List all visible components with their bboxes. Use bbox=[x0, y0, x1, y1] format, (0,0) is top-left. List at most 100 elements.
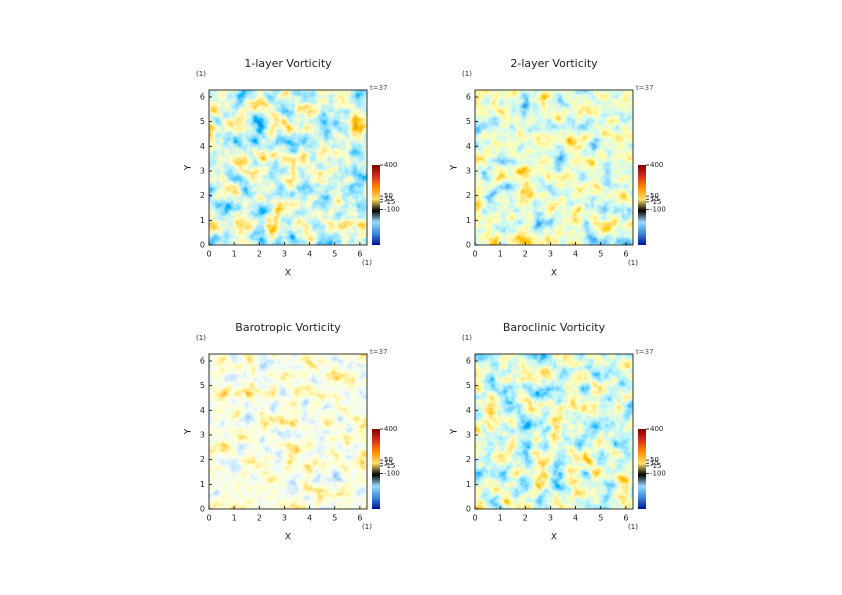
y-tick-label: 0 bbox=[200, 505, 205, 514]
field-image bbox=[209, 354, 367, 509]
y-tick-label: 6 bbox=[200, 356, 205, 365]
y-unit: (1) bbox=[462, 334, 472, 342]
y-tick-label: 2 bbox=[466, 455, 471, 464]
x-tick-label: 5 bbox=[598, 250, 603, 259]
x-unit: (1) bbox=[362, 259, 372, 267]
y-tick-label: 6 bbox=[200, 92, 205, 101]
colorbar bbox=[638, 429, 646, 509]
colorbar-tick-label: -100 bbox=[650, 205, 666, 213]
colorbar-tick-label: 400 bbox=[650, 425, 663, 433]
y-tick-label: 3 bbox=[466, 430, 471, 439]
x-tick-label: 4 bbox=[307, 250, 312, 259]
y-tick-label: 1 bbox=[200, 216, 205, 225]
x-unit: (1) bbox=[362, 523, 372, 531]
field-image bbox=[475, 90, 633, 245]
x-tick-label: 6 bbox=[623, 250, 628, 259]
y-tick-label: 0 bbox=[466, 505, 471, 514]
time-annotation: t=37 bbox=[636, 348, 654, 356]
y-tick-label: 6 bbox=[466, 92, 471, 101]
x-tick-label: 0 bbox=[206, 250, 211, 259]
colorbar-tick-label: -15 bbox=[650, 462, 661, 470]
plot-frame bbox=[474, 89, 634, 246]
y-tick-label: 3 bbox=[466, 166, 471, 175]
x-tick-label: 2 bbox=[523, 514, 528, 523]
colorbar-tick-label: 15 bbox=[384, 195, 393, 203]
y-tick-label: 1 bbox=[466, 480, 471, 489]
colorbar-tick-label: -100 bbox=[384, 469, 400, 477]
panel-title: Barotropic Vorticity bbox=[235, 321, 341, 334]
y-tick-label: 2 bbox=[466, 191, 471, 200]
x-tick-label: 6 bbox=[357, 514, 362, 523]
plot-frame bbox=[474, 353, 634, 510]
y-tick-label: 5 bbox=[200, 117, 205, 126]
x-tick-label: 5 bbox=[332, 250, 337, 259]
x-unit: (1) bbox=[628, 523, 638, 531]
x-tick-label: 6 bbox=[623, 514, 628, 523]
y-axis-label: Y bbox=[184, 164, 194, 171]
y-tick-label: 5 bbox=[200, 381, 205, 390]
y-tick-label: 4 bbox=[200, 142, 205, 151]
x-axis-label: X bbox=[551, 533, 557, 543]
x-tick-label: 3 bbox=[548, 250, 553, 259]
colorbar bbox=[372, 165, 380, 245]
x-tick-label: 2 bbox=[523, 250, 528, 259]
panel-title: 2-layer Vorticity bbox=[510, 57, 598, 70]
y-axis-label: Y bbox=[450, 164, 460, 171]
colorbar-tick-label: -100 bbox=[384, 205, 400, 213]
y-tick-label: 5 bbox=[466, 117, 471, 126]
colorbar-tick-label: 400 bbox=[650, 161, 663, 169]
time-annotation: t=37 bbox=[636, 84, 654, 92]
colorbar-tick-label: 50 bbox=[384, 192, 393, 200]
colorbar-tick-label: 400 bbox=[384, 425, 397, 433]
x-tick-label: 4 bbox=[307, 514, 312, 523]
y-tick-label: 1 bbox=[200, 480, 205, 489]
y-tick-label: 2 bbox=[200, 455, 205, 464]
y-tick-label: 4 bbox=[466, 142, 471, 151]
x-tick-label: 1 bbox=[498, 514, 503, 523]
x-tick-label: 4 bbox=[573, 250, 578, 259]
x-tick-label: 0 bbox=[472, 250, 477, 259]
x-tick-label: 1 bbox=[232, 250, 237, 259]
y-tick-label: 4 bbox=[466, 406, 471, 415]
x-tick-label: 4 bbox=[573, 514, 578, 523]
x-tick-label: 5 bbox=[598, 514, 603, 523]
y-unit: (1) bbox=[462, 70, 472, 78]
y-tick-label: 1 bbox=[466, 216, 471, 225]
x-tick-label: 3 bbox=[282, 250, 287, 259]
time-annotation: t=37 bbox=[370, 84, 388, 92]
colorbar-tick-label: 15 bbox=[384, 459, 393, 467]
y-tick-label: 4 bbox=[200, 406, 205, 415]
colorbar-tick-label: 15 bbox=[650, 459, 659, 467]
x-tick-label: 1 bbox=[498, 250, 503, 259]
colorbar-tick-label: -15 bbox=[384, 198, 395, 206]
x-axis-label: X bbox=[551, 269, 557, 279]
x-tick-label: 5 bbox=[332, 514, 337, 523]
x-tick-label: 3 bbox=[282, 514, 287, 523]
x-axis-label: X bbox=[285, 269, 291, 279]
colorbar-tick-label: 15 bbox=[650, 195, 659, 203]
x-tick-label: 1 bbox=[232, 514, 237, 523]
colorbar-tick-label: -100 bbox=[650, 469, 666, 477]
colorbar-tick-label: 400 bbox=[384, 161, 397, 169]
y-axis-label: Y bbox=[450, 428, 460, 435]
panel-title: Baroclinic Vorticity bbox=[503, 321, 606, 334]
y-tick-label: 5 bbox=[466, 381, 471, 390]
x-tick-label: 2 bbox=[257, 250, 262, 259]
y-axis-label: Y bbox=[184, 428, 194, 435]
colorbar bbox=[372, 429, 380, 509]
x-tick-label: 3 bbox=[548, 514, 553, 523]
x-unit: (1) bbox=[628, 259, 638, 267]
x-tick-label: 6 bbox=[357, 250, 362, 259]
y-unit: (1) bbox=[196, 70, 206, 78]
field-image bbox=[475, 354, 633, 509]
colorbar-tick-label: 50 bbox=[650, 456, 659, 464]
x-tick-label: 2 bbox=[257, 514, 262, 523]
y-tick-label: 6 bbox=[466, 356, 471, 365]
colorbar-tick-label: -15 bbox=[650, 198, 661, 206]
colorbar bbox=[638, 165, 646, 245]
x-tick-label: 0 bbox=[472, 514, 477, 523]
y-tick-label: 0 bbox=[466, 241, 471, 250]
x-axis-label: X bbox=[285, 533, 291, 543]
